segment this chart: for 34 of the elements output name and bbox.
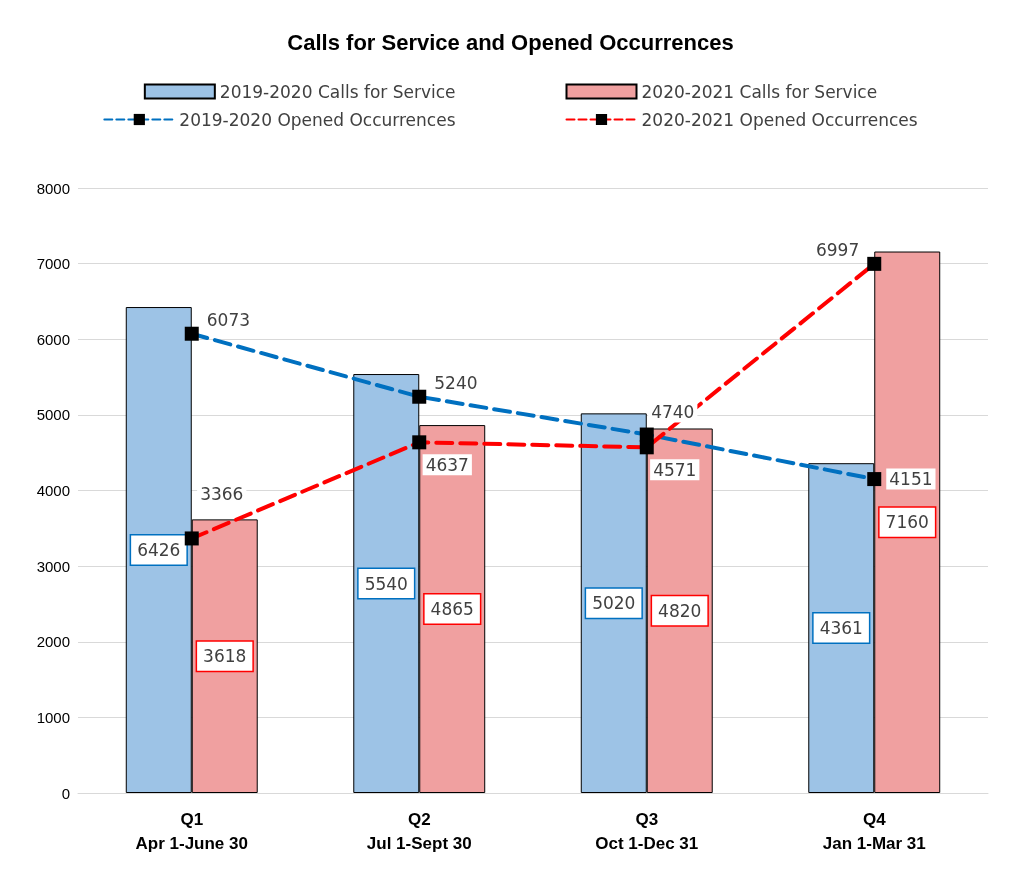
y-tick-label: 1000 <box>36 708 70 726</box>
data-label: 6073 <box>206 309 251 330</box>
data-label: 4151 <box>889 469 933 490</box>
data-label: 4571 <box>653 459 697 480</box>
y-tick-label: 3000 <box>36 557 70 575</box>
y-tick-label: 7000 <box>36 255 70 273</box>
data-label: 6426 <box>137 540 181 561</box>
data-label: 3366 <box>200 483 244 504</box>
x-tick-label: Q4 Jan 1-Mar 31 <box>822 809 926 853</box>
data-label: 3618 <box>203 646 247 667</box>
data-label: 4637 <box>425 454 469 475</box>
x-tick-label: Q2 Jul 1-Sept 30 <box>366 809 472 853</box>
data-label: 4740 <box>651 402 695 423</box>
data-label: 5240 <box>434 372 478 393</box>
y-tick-label: 4000 <box>36 482 70 499</box>
legend-label: 2019-2020 Calls for Service <box>219 81 456 102</box>
legend-label: 2020-2021 Opened Occurrences <box>641 109 918 130</box>
chart-title: Calls for Service and Opened Occurrences <box>287 29 734 55</box>
data-label: 7160 <box>885 512 929 533</box>
x-tick-label: Q1 Apr 1-June 30 <box>135 809 248 853</box>
y-tick-label: 5000 <box>36 406 70 424</box>
data-label: 4865 <box>430 599 474 620</box>
y-tick-label: 8000 <box>36 179 70 197</box>
data-label: 6997 <box>815 239 860 260</box>
legend-label: 2019-2020 Opened Occurrences <box>179 109 456 130</box>
data-label: 5020 <box>592 593 636 614</box>
y-tick-label: 6000 <box>36 330 70 348</box>
data-label: 5540 <box>364 573 408 594</box>
data-label: 4820 <box>658 600 702 621</box>
data-label: 4361 <box>819 618 863 639</box>
x-tick-label: Q3 Oct 1-Dec 31 <box>595 809 699 853</box>
legend-label: 2020-2021 Calls for Service <box>641 81 878 102</box>
y-tick-label: 2000 <box>36 633 70 651</box>
y-tick-label: 0 <box>61 784 70 802</box>
